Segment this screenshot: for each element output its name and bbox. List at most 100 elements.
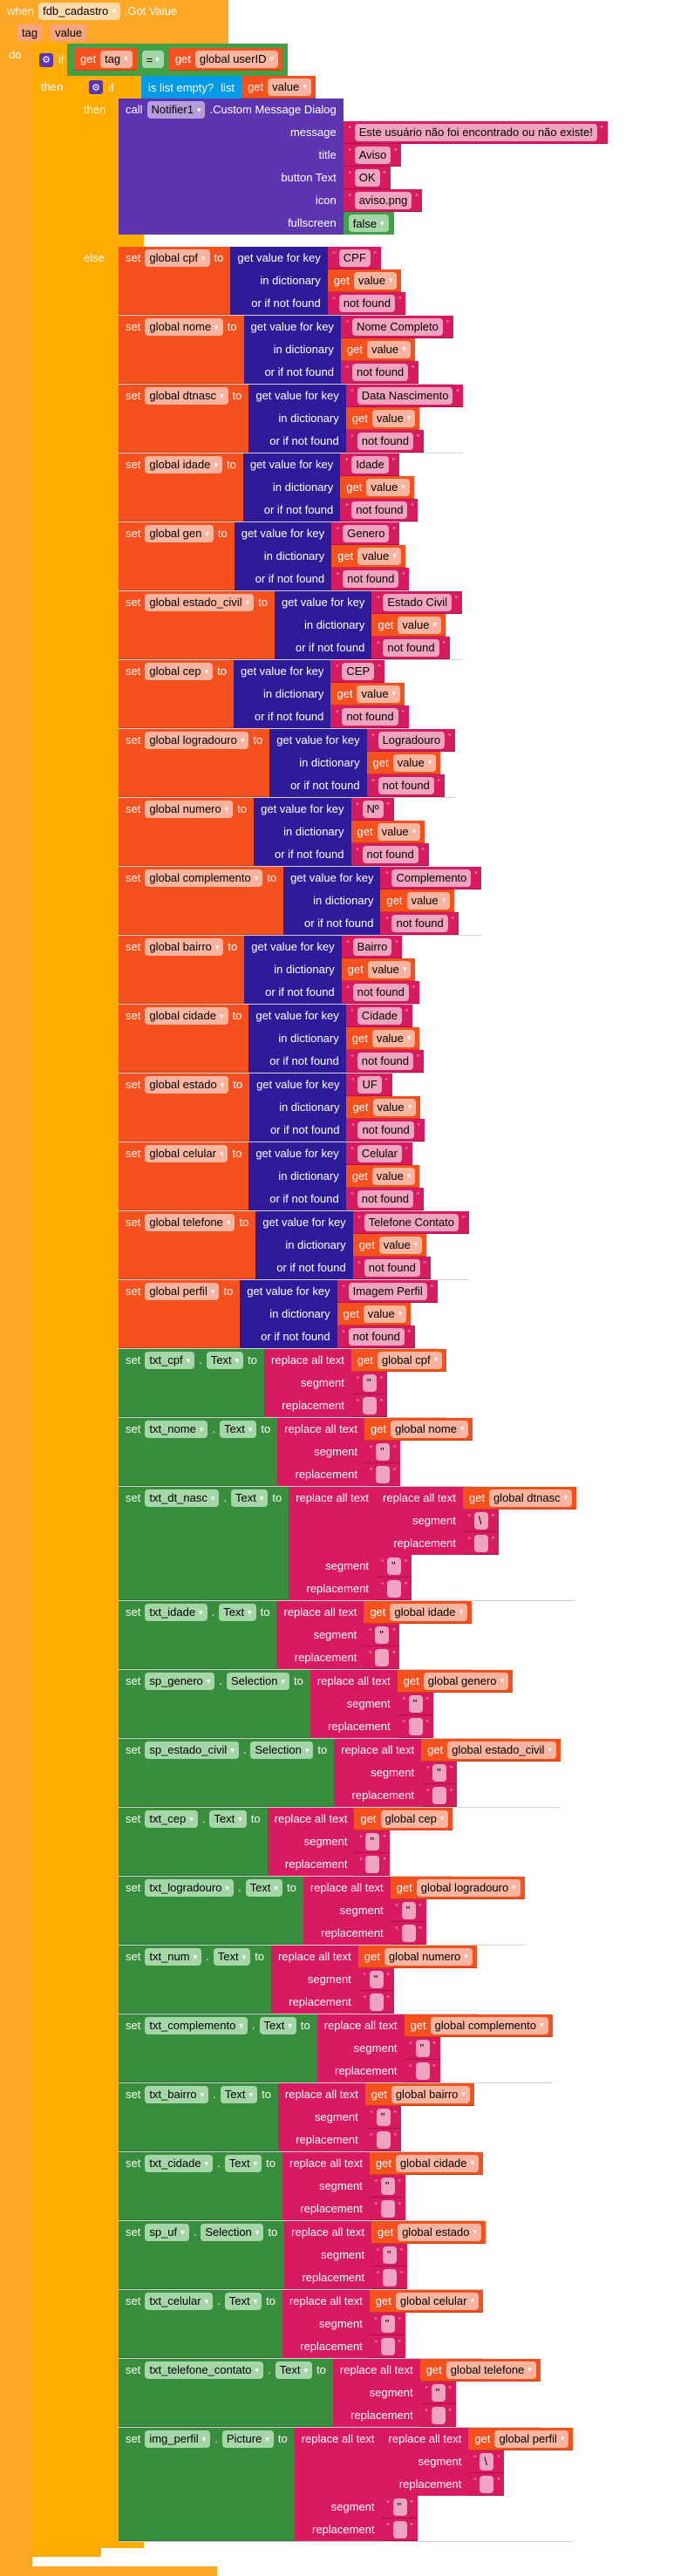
variable-dropdown[interactable]: value ▾ (357, 685, 401, 703)
text-field[interactable] (408, 1717, 423, 1735)
get-variable-block[interactable]: get value ▾ (345, 1165, 420, 1188)
variable-dropdown[interactable]: global logradouro ▾ (416, 1878, 520, 1897)
text-string-block[interactable]: “” (357, 1991, 394, 2014)
component-dropdown[interactable]: fdb_cadastro ▾ (38, 2, 120, 20)
set-global-variable-block[interactable]: set global telefone ▾ to get value for key “T… (119, 1211, 469, 1280)
variable-dropdown[interactable]: value ▾ (371, 1029, 416, 1047)
variable-dropdown[interactable]: global perfil ▾ (494, 2429, 569, 2448)
set-component-property-block[interactable]: set sp_estado_civil ▾. Selection ▾ to replace … (119, 1739, 561, 1808)
text-string-block[interactable]: “"” (364, 2106, 401, 2129)
variable-dropdown[interactable]: global estado ▾ (145, 1076, 229, 1094)
text-string-block[interactable]: “” (364, 1463, 401, 1486)
text-field[interactable] (387, 1579, 402, 1598)
variable-dropdown[interactable]: value ▾ (371, 1167, 416, 1185)
text-string-block[interactable]: “"” (421, 1762, 458, 1784)
text-string-block[interactable]: “” (354, 1853, 391, 1876)
text-string-block[interactable]: “” (421, 1784, 458, 1807)
text-field[interactable]: Este usuário não foi encontrado ou não e… (354, 123, 597, 141)
text-string-block[interactable]: “Estado Civil” (371, 591, 462, 614)
get-variable-block[interactable]: get value ▾ (371, 614, 446, 637)
get-value-for-key-block[interactable]: get value for key “Complemento” in diction… (283, 867, 482, 935)
variable-dropdown[interactable]: value ▾ (357, 547, 401, 565)
component-dropdown[interactable]: sp_estado_civil ▾ (145, 1741, 239, 1759)
component-dropdown[interactable]: sp_genero ▾ (145, 1673, 215, 1690)
get-variable-block[interactable]: get value ▾ (380, 889, 455, 912)
set-global-variable-block[interactable]: set global perfil ▾ to get value for key “Ima… (119, 1280, 438, 1349)
component-dropdown[interactable]: txt_logradouro ▾ (145, 1879, 234, 1897)
variable-dropdown[interactable]: global gen ▾ (145, 525, 214, 542)
operator-dropdown[interactable]: = ▾ (141, 51, 164, 68)
variable-dropdown[interactable]: global celular ▾ (145, 1145, 228, 1162)
replace-all-text-block[interactable]: replace all text replace all text get globa… (294, 2428, 574, 2541)
text-field[interactable]: Telefone Contato (364, 1213, 459, 1231)
text-string-block[interactable]: “"” (354, 1830, 391, 1853)
text-string-block[interactable]: “"” (364, 1441, 401, 1463)
variable-dropdown[interactable]: value ▾ (377, 822, 421, 841)
text-string-block[interactable]: “” (397, 1715, 433, 1738)
text-field[interactable]: not found (351, 363, 409, 381)
variable-dropdown[interactable]: global idade ▾ (390, 1603, 468, 1621)
set-component-property-block[interactable]: set txt_cep ▾. Text ▾ to replace all text get gl… (119, 1808, 453, 1877)
text-string-block[interactable]: “Telefone Contato” (352, 1211, 469, 1234)
text-string-block[interactable]: “” (369, 2335, 405, 2358)
get-variable-block[interactable]: get global genero ▾ (397, 1670, 514, 1693)
get-value-for-key-block[interactable]: get value for key “Genero” in dictionary ge… (234, 522, 410, 590)
get-variable-block[interactable]: get global complemento ▾ (404, 2014, 553, 2037)
variable-dropdown[interactable]: global logradouro ▾ (145, 732, 249, 749)
is-list-empty-block[interactable]: is list empty? list get value ▾ (141, 76, 316, 99)
variable-dropdown[interactable]: global cep ▾ (380, 1809, 449, 1828)
set-component-property-block[interactable]: set txt_celular ▾. Text ▾ to replace all text g… (119, 2290, 484, 2359)
text-field[interactable]: \ (480, 2452, 494, 2470)
get-value-for-key-block[interactable]: get value for key “Bairro” in dictionary ge… (244, 936, 419, 1004)
property-dropdown[interactable]: Selection ▾ (250, 1741, 314, 1759)
gear-icon[interactable]: ⚙ (89, 80, 103, 94)
text-string-block[interactable]: “” (404, 2060, 440, 2082)
replace-all-text-block[interactable]: replace all text get global genero ▾ segment… (310, 1670, 514, 1738)
variable-dropdown[interactable]: global numero ▾ (145, 801, 234, 818)
text-field[interactable]: " (362, 1373, 377, 1392)
variable-dropdown[interactable]: global cidade ▾ (145, 1007, 228, 1025)
text-string-block[interactable]: “not found” (350, 843, 429, 866)
text-string-block[interactable]: “"” (350, 1372, 387, 1394)
text-string-block[interactable]: “Genero” (331, 522, 400, 545)
replace-all-text-block[interactable]: replace all text get global cidade ▾ segment… (282, 2152, 484, 2220)
variable-dropdown[interactable]: global perfil ▾ (145, 1283, 220, 1300)
text-field[interactable]: not found (383, 638, 439, 657)
replace-all-text-block[interactable]: replace all text get global estado_civil ▾ s… (334, 1739, 561, 1807)
get-variable-block[interactable]: get global nome ▾ (364, 1418, 473, 1441)
text-field[interactable]: " (376, 2108, 391, 2126)
text-string-block[interactable]: “” (419, 2404, 456, 2427)
get-variable-block[interactable]: get value ▾ (350, 821, 425, 843)
text-field[interactable]: " (369, 1970, 384, 1988)
get-value-for-key-block[interactable]: get value for key “Idade” in dictionary get… (242, 453, 418, 521)
text-string-block[interactable]: “” (376, 1578, 412, 1600)
variable-dropdown[interactable]: global estado ▾ (398, 2223, 481, 2241)
text-string-block[interactable]: “not found” (366, 774, 445, 797)
text-field[interactable]: " (392, 2498, 407, 2516)
get-value-for-key-block[interactable]: get value for key “CEP” in dictionary get va… (234, 660, 409, 728)
component-dropdown[interactable]: txt_nome ▾ (145, 1421, 208, 1438)
component-dropdown[interactable]: txt_bairro ▾ (145, 2086, 209, 2103)
property-dropdown[interactable]: Text ▾ (231, 1489, 269, 1507)
variable-dropdown[interactable]: global complemento ▾ (430, 2016, 548, 2034)
get-variable-block[interactable]: get value ▾ (331, 545, 405, 568)
text-string-block[interactable]: “” (381, 2518, 418, 2541)
variable-dropdown[interactable]: value ▾ (372, 1098, 417, 1116)
get-value-for-key-block[interactable]: get value for key “CPF” in dictionary get va… (230, 247, 405, 315)
component-dropdown[interactable]: txt_idade ▾ (145, 1604, 208, 1621)
text-field[interactable]: not found (378, 776, 434, 794)
text-field[interactable]: not found (357, 1052, 413, 1070)
text-string-block[interactable]: “UF” (346, 1073, 392, 1096)
text-field[interactable]: not found (357, 432, 413, 450)
property-dropdown[interactable]: Text ▾ (275, 2361, 312, 2379)
component-dropdown[interactable]: sp_uf ▾ (145, 2224, 189, 2241)
get-variable-block[interactable]: get global numero ▾ (357, 1946, 477, 1968)
param-tag[interactable]: tag (17, 24, 43, 41)
replace-all-text-block[interactable]: replace all text get global bairro ▾ segment… (277, 2083, 474, 2151)
set-component-property-block[interactable]: set sp_genero ▾. Selection ▾ to replace all te… (119, 1670, 514, 1739)
variable-dropdown[interactable]: global cpf ▾ (377, 1351, 443, 1369)
text-string-block[interactable]: “not found” (346, 1119, 425, 1141)
text-field[interactable]: Data Nascimento (357, 386, 453, 405)
text-string-block[interactable]: “Cidade” (345, 1005, 412, 1027)
text-string-block[interactable]: “” (350, 1394, 387, 1417)
